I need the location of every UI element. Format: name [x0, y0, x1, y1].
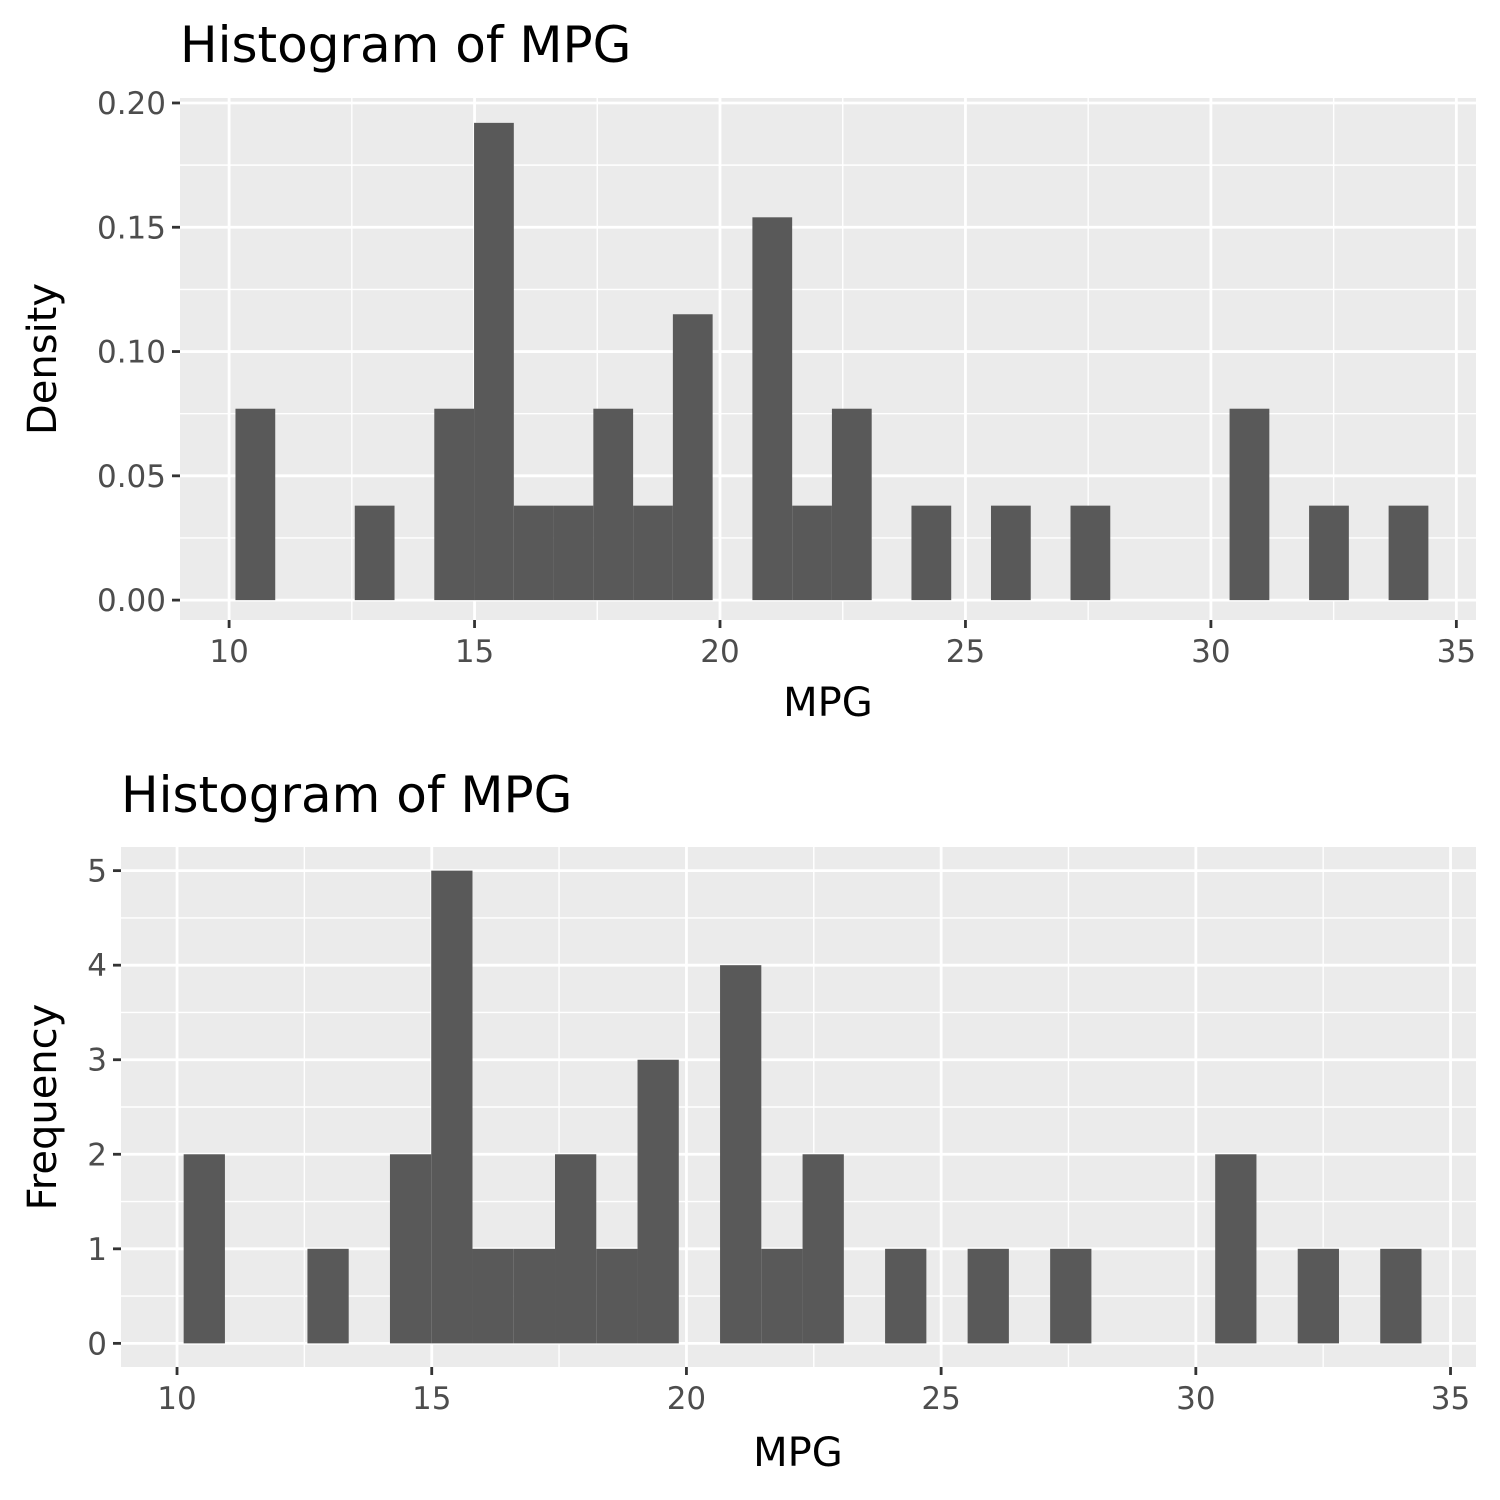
- histogram-bar: [633, 505, 673, 601]
- x-tick-label: 20: [667, 1381, 706, 1417]
- histogram-bar: [553, 505, 594, 601]
- x-tick-label: 15: [412, 1381, 451, 1417]
- histogram-bar: [1380, 1248, 1422, 1344]
- chart-title: Histogram of MPG: [180, 16, 631, 74]
- histogram-bar: [389, 1154, 432, 1344]
- histogram-bar: [831, 408, 872, 601]
- histogram-bar: [792, 505, 832, 601]
- histogram-bar: [431, 870, 473, 1344]
- axes: 10 15 20 25 30 35 0.00 0.05 0.10 0.15 0.20: [97, 86, 1476, 670]
- histogram-bar: [637, 1059, 679, 1344]
- x-axis-title: MPG: [753, 1430, 843, 1476]
- x-tick-label: 15: [455, 634, 494, 670]
- histogram-bar: [1229, 408, 1270, 601]
- histogram-bar: [354, 505, 395, 601]
- x-tick-label: 10: [209, 634, 248, 670]
- histogram-bar: [1309, 505, 1349, 601]
- bars: [183, 870, 1422, 1344]
- y-tick-label: 3: [87, 1043, 107, 1079]
- histogram-bar: [307, 1248, 349, 1344]
- histogram-bar: [720, 965, 762, 1344]
- y-tick-label: 0.10: [97, 335, 166, 371]
- x-tick-label: 25: [921, 1381, 960, 1417]
- histogram-bar: [967, 1248, 1009, 1344]
- y-tick-label: 2: [87, 1137, 107, 1173]
- histogram-bar: [1050, 1248, 1092, 1344]
- x-tick-label: 35: [1437, 634, 1476, 670]
- y-tick-label: 0: [87, 1326, 107, 1362]
- histogram-bar: [1297, 1248, 1339, 1344]
- histogram-bar: [593, 408, 634, 601]
- histogram-bar: [596, 1248, 638, 1344]
- x-axis-title: MPG: [783, 680, 873, 726]
- x-tick-label: 35: [1431, 1381, 1470, 1417]
- histogram-bar: [183, 1154, 225, 1344]
- y-tick-label: 0.20: [97, 86, 166, 122]
- y-tick-label: 0.00: [97, 583, 166, 619]
- histogram-bar: [474, 122, 514, 601]
- y-tick-label: 5: [87, 854, 107, 890]
- histogram-bar: [990, 505, 1031, 601]
- bars: [235, 122, 1429, 601]
- histogram-bar: [434, 408, 475, 601]
- histogram-bar: [672, 314, 713, 601]
- axes: 10 15 20 25 30 35 0 1 2 3 4 5: [87, 854, 1470, 1417]
- histogram-bar: [802, 1154, 844, 1344]
- y-tick-label: 1: [87, 1232, 107, 1268]
- y-tick-label: 0.15: [97, 210, 166, 246]
- x-tick-label: 25: [946, 634, 985, 670]
- histogram-bar: [1070, 505, 1111, 601]
- histogram-bar: [885, 1248, 927, 1344]
- histogram-bar: [513, 505, 554, 601]
- x-tick-label: 30: [1176, 1381, 1215, 1417]
- histogram-bar: [513, 1248, 556, 1344]
- chart-title: Histogram of MPG: [121, 766, 572, 824]
- histogram-bar: [472, 1248, 514, 1344]
- x-tick-label: 10: [157, 1381, 196, 1417]
- density-histogram: Histogram of MPG 10 15 20 25 30 35 0.00 0.05 0.1…: [20, 16, 1476, 726]
- histogram-bar: [555, 1154, 597, 1344]
- x-tick-label: 20: [700, 634, 739, 670]
- histogram-bar: [1215, 1154, 1257, 1344]
- histogram-bar: [1388, 505, 1429, 601]
- histogram-bar: [235, 408, 276, 601]
- y-tick-label: 4: [87, 948, 107, 984]
- histogram-bar: [761, 1248, 803, 1344]
- histogram-bar: [752, 217, 793, 601]
- x-tick-label: 30: [1191, 634, 1230, 670]
- y-axis-title: Frequency: [20, 1004, 66, 1211]
- histogram-bar: [911, 505, 952, 601]
- y-axis-title: Density: [20, 283, 66, 435]
- y-tick-label: 0.05: [97, 459, 166, 495]
